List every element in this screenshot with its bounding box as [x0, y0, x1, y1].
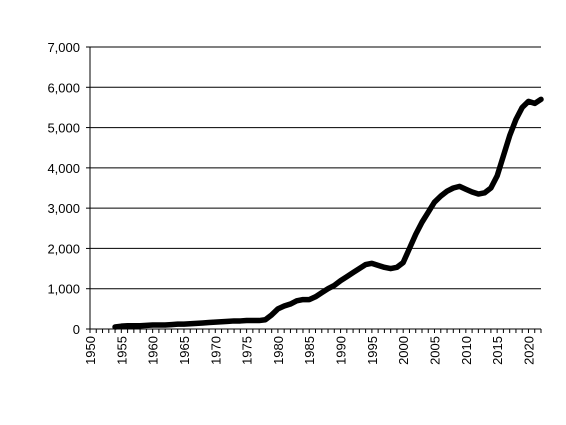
x-tick-label: 2005 — [428, 336, 443, 365]
x-tick-label: 1980 — [271, 336, 286, 365]
x-tick-label: 2015 — [490, 336, 505, 365]
x-tick-label: 1950 — [83, 336, 98, 365]
y-tick-label: 7,000 — [47, 40, 80, 55]
x-tick-label: 2020 — [521, 336, 536, 365]
x-tick-label: 1990 — [334, 336, 349, 365]
x-tick-label: 1970 — [208, 336, 223, 365]
y-tick-label: 1,000 — [47, 282, 80, 297]
x-tick-label: 1985 — [302, 336, 317, 365]
x-axis-tick-labels: 1950 1955 1960 1965 1970 1975 1980 1985 1990 1995… — [83, 336, 536, 365]
series-line-0 — [112, 96, 544, 330]
y-axis-tick-labels: 0 1,000 2,000 3,000 4,000 5,000 6,000 7,000 — [47, 40, 80, 337]
y-tick-label: 3,000 — [47, 201, 80, 216]
axes — [86, 46, 542, 333]
y-tick-label: 5,000 — [47, 121, 80, 136]
x-tick-label: 1960 — [146, 336, 161, 365]
y-tick-label: 6,000 — [47, 80, 80, 95]
y-tick-label: 0 — [73, 322, 80, 337]
x-tick-label: 1995 — [365, 336, 380, 365]
x-tick-label: 2010 — [459, 336, 474, 365]
x-tick-label: 2000 — [396, 336, 411, 365]
x-tick-label: 1965 — [177, 336, 192, 365]
y-tick-label: 2,000 — [47, 241, 80, 256]
series-layer — [112, 96, 544, 330]
x-tick-label: 1975 — [240, 336, 255, 365]
y-tick-label: 4,000 — [47, 161, 80, 176]
x-tick-label: 1955 — [114, 336, 129, 365]
gridlines — [90, 46, 541, 290]
